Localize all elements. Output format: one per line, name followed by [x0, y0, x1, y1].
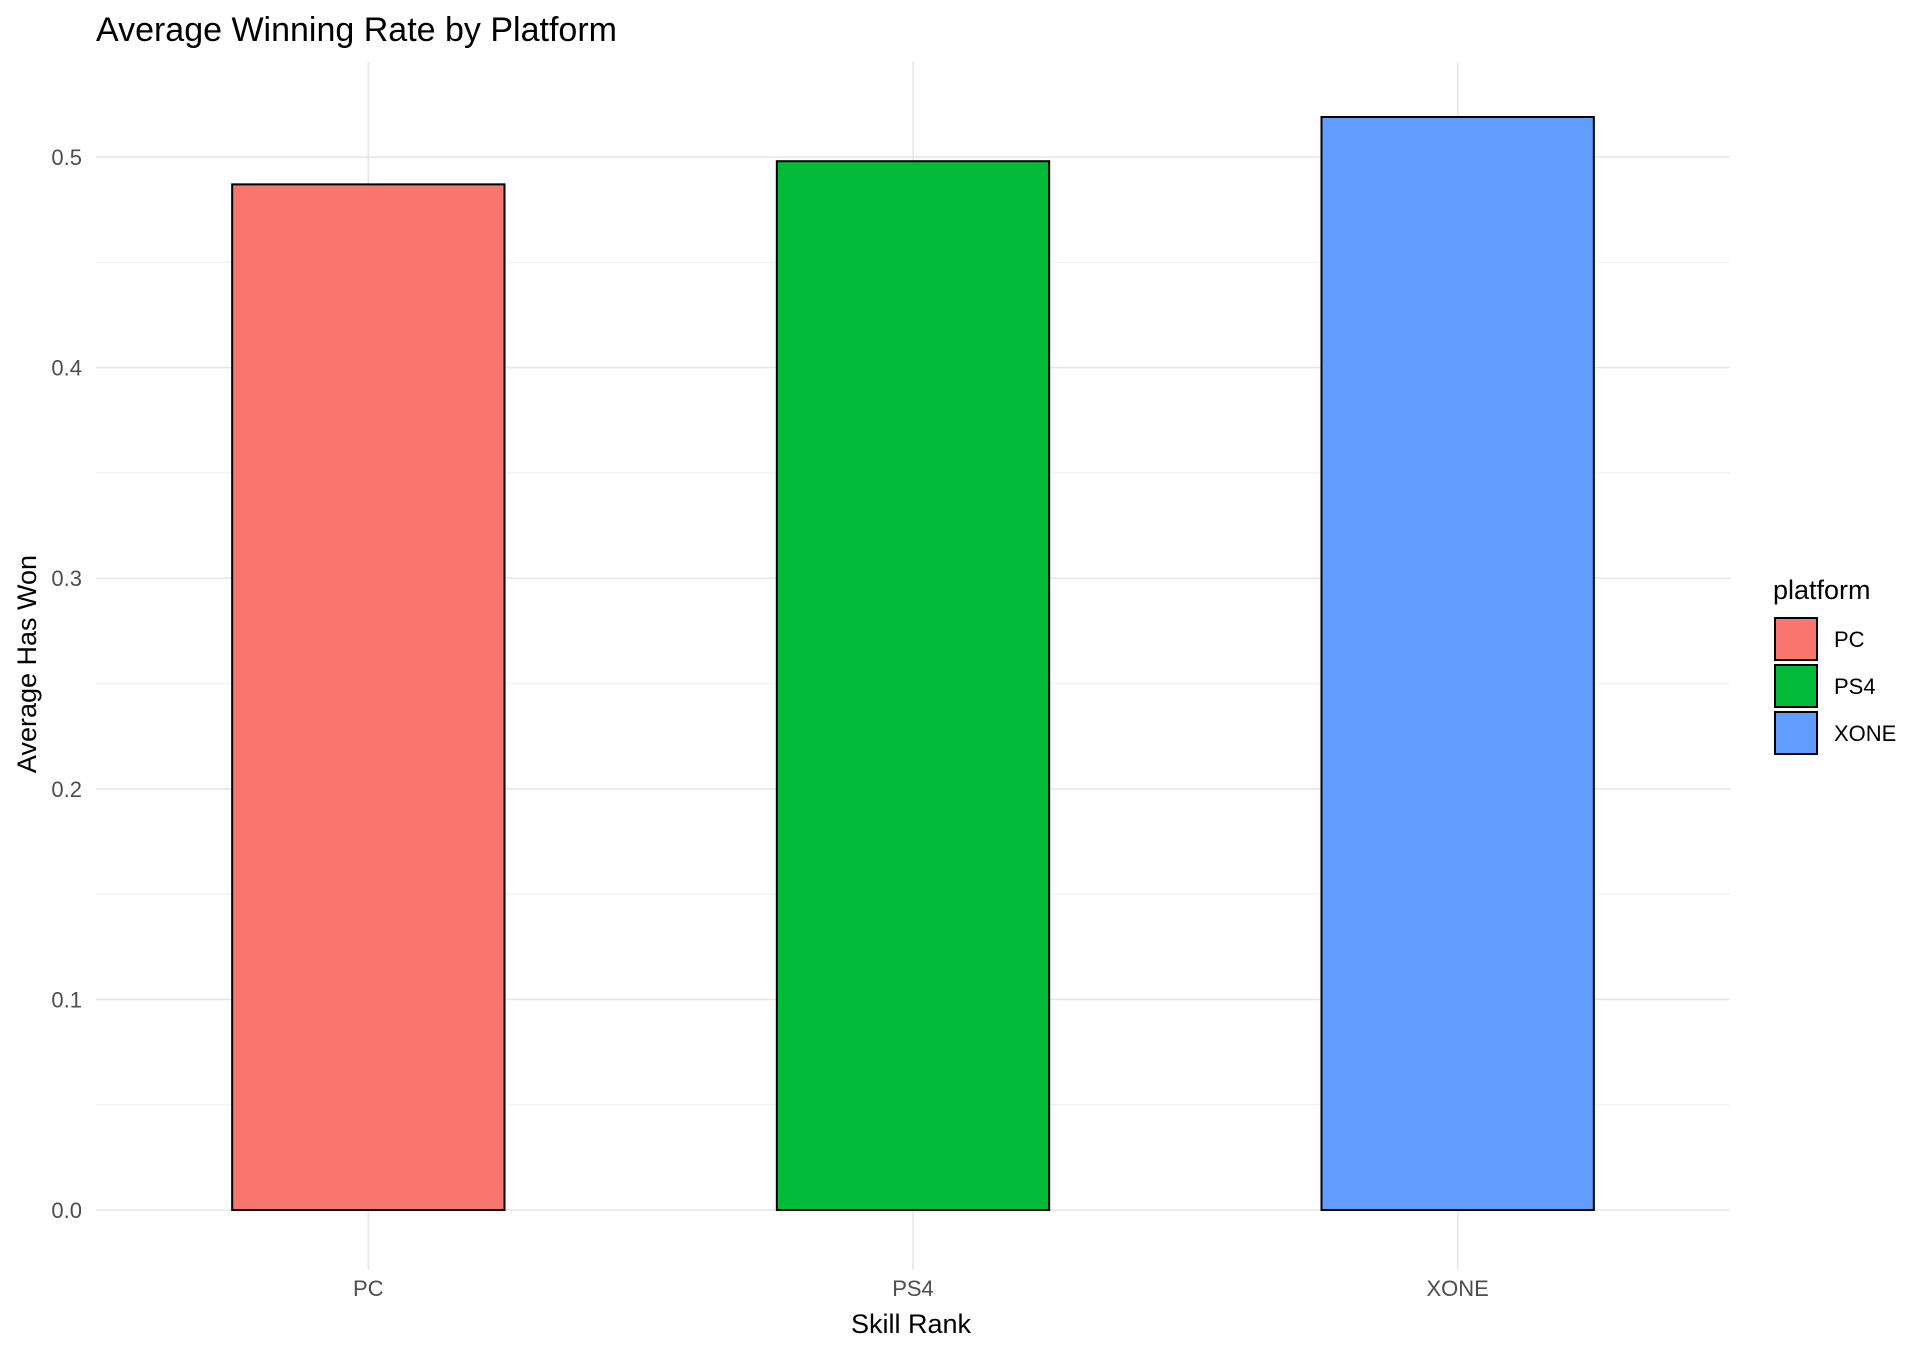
y-tick-label: 0.5	[51, 145, 82, 170]
x-axis-ticks: PC PS4 XONE	[353, 1276, 1489, 1301]
x-tick-label: PC	[353, 1276, 384, 1301]
legend-label-pc: PC	[1834, 627, 1865, 652]
bar-pc	[231, 183, 506, 1211]
y-axis-ticks: 0.0 0.1 0.2 0.3 0.4 0.5	[51, 145, 82, 1223]
x-axis-title: Skill Rank	[851, 1309, 972, 1339]
legend-swatch-xone	[1774, 711, 1818, 755]
legend-label-ps4: PS4	[1834, 674, 1876, 699]
chart-title: Average Winning Rate by Platform	[96, 11, 617, 49]
y-tick-label: 0.2	[51, 777, 82, 802]
y-tick-label: 0.4	[51, 356, 82, 381]
legend-swatch-pc	[1774, 617, 1818, 661]
legend-items: PC PS4 XONE	[1774, 617, 1896, 755]
y-axis-title: Average Has Won	[12, 555, 42, 773]
x-tick-label: XONE	[1426, 1276, 1488, 1301]
legend-label-xone: XONE	[1834, 721, 1896, 746]
bar-xone	[1320, 115, 1595, 1212]
y-tick-label: 0.3	[51, 566, 82, 591]
bars	[231, 115, 1595, 1212]
bar-ps4	[775, 160, 1051, 1211]
x-tick-label: PS4	[892, 1276, 934, 1301]
y-tick-label: 0.1	[51, 987, 82, 1012]
legend-swatch-ps4	[1774, 664, 1818, 708]
legend-title: platform	[1773, 575, 1871, 605]
legend: platform PC PS4 XONE	[1773, 575, 1896, 755]
y-tick-label: 0.0	[51, 1198, 82, 1223]
